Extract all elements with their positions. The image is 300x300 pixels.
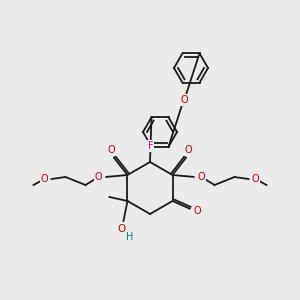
Text: O: O [252,174,259,184]
Text: H: H [126,232,133,242]
Text: O: O [117,224,126,234]
Text: O: O [180,95,188,105]
Text: F: F [148,141,153,151]
Text: O: O [95,172,102,182]
Text: O: O [194,206,201,216]
Text: O: O [41,174,48,184]
Text: O: O [198,172,205,182]
Text: O: O [108,145,115,155]
Text: O: O [185,145,192,155]
